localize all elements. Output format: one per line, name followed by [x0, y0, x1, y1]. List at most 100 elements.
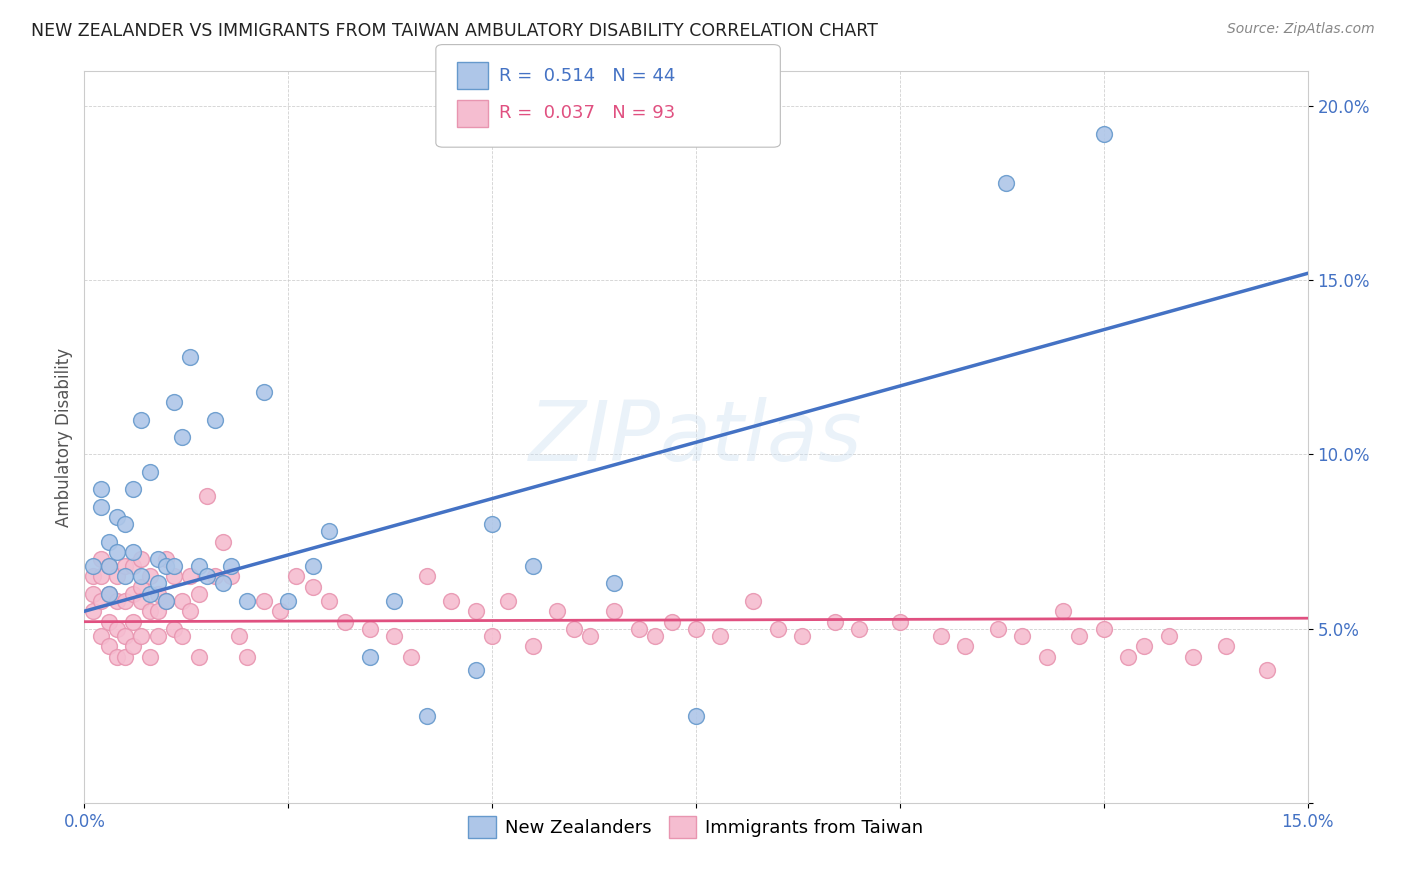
Point	[114, 649, 136, 664]
Point	[1133, 639, 1156, 653]
Point	[929, 629, 952, 643]
Point	[335, 615, 357, 629]
Point	[105, 569, 128, 583]
Point	[172, 430, 194, 444]
Point	[105, 622, 128, 636]
Text: R =  0.037   N = 93: R = 0.037 N = 93	[499, 104, 675, 122]
Point	[146, 587, 169, 601]
Point	[122, 615, 145, 629]
Point	[522, 639, 544, 653]
Point	[522, 558, 544, 573]
Point	[187, 558, 209, 573]
Point	[277, 594, 299, 608]
Point	[97, 534, 120, 549]
Point	[155, 594, 177, 608]
Point	[416, 569, 439, 583]
Point	[172, 629, 194, 643]
Point	[204, 569, 226, 583]
Point	[82, 558, 104, 573]
Point	[382, 594, 405, 608]
Point	[253, 384, 276, 399]
Point	[1116, 649, 1139, 664]
Point	[685, 622, 707, 636]
Point	[562, 622, 585, 636]
Point	[97, 587, 120, 601]
Point	[105, 594, 128, 608]
Point	[138, 604, 160, 618]
Point	[146, 576, 169, 591]
Point	[82, 569, 104, 583]
Point	[318, 594, 340, 608]
Point	[301, 558, 323, 573]
Point	[603, 604, 626, 618]
Point	[97, 587, 120, 601]
Point	[318, 524, 340, 538]
Point	[90, 500, 112, 514]
Point	[146, 629, 169, 643]
Point	[766, 622, 789, 636]
Point	[90, 483, 112, 497]
Point	[82, 604, 104, 618]
Point	[1052, 604, 1074, 618]
Text: NEW ZEALANDER VS IMMIGRANTS FROM TAIWAN AMBULATORY DISABILITY CORRELATION CHART: NEW ZEALANDER VS IMMIGRANTS FROM TAIWAN …	[31, 22, 877, 40]
Point	[359, 622, 381, 636]
Point	[603, 576, 626, 591]
Point	[644, 629, 666, 643]
Point	[122, 545, 145, 559]
Point	[172, 594, 194, 608]
Point	[889, 615, 911, 629]
Point	[179, 569, 201, 583]
Point	[285, 569, 308, 583]
Point	[163, 558, 186, 573]
Point	[498, 594, 520, 608]
Point	[1035, 649, 1057, 664]
Point	[187, 587, 209, 601]
Point	[195, 569, 218, 583]
Text: ZIPatlas: ZIPatlas	[529, 397, 863, 477]
Point	[1182, 649, 1205, 664]
Point	[994, 176, 1017, 190]
Point	[131, 569, 153, 583]
Point	[253, 594, 276, 608]
Point	[82, 587, 104, 601]
Point	[114, 629, 136, 643]
Point	[105, 649, 128, 664]
Point	[131, 412, 153, 426]
Point	[114, 569, 136, 583]
Point	[212, 534, 235, 549]
Point	[1092, 622, 1115, 636]
Point	[742, 594, 765, 608]
Y-axis label: Ambulatory Disability: Ambulatory Disability	[55, 348, 73, 526]
Point	[90, 552, 112, 566]
Point	[179, 604, 201, 618]
Point	[155, 594, 177, 608]
Text: Source: ZipAtlas.com: Source: ZipAtlas.com	[1227, 22, 1375, 37]
Point	[627, 622, 650, 636]
Point	[464, 604, 486, 618]
Point	[987, 622, 1010, 636]
Point	[114, 594, 136, 608]
Point	[399, 649, 422, 664]
Point	[219, 558, 242, 573]
Point	[122, 639, 145, 653]
Point	[1256, 664, 1278, 678]
Text: R =  0.514   N = 44: R = 0.514 N = 44	[499, 67, 675, 85]
Point	[685, 708, 707, 723]
Point	[131, 629, 153, 643]
Point	[269, 604, 291, 618]
Point	[236, 594, 259, 608]
Point	[1011, 629, 1033, 643]
Point	[146, 552, 169, 566]
Point	[953, 639, 976, 653]
Point	[97, 615, 120, 629]
Point	[97, 639, 120, 653]
Point	[195, 489, 218, 503]
Point	[131, 580, 153, 594]
Point	[122, 587, 145, 601]
Point	[546, 604, 568, 618]
Point	[481, 629, 503, 643]
Point	[122, 483, 145, 497]
Point	[1069, 629, 1091, 643]
Point	[382, 629, 405, 643]
Point	[97, 558, 120, 573]
